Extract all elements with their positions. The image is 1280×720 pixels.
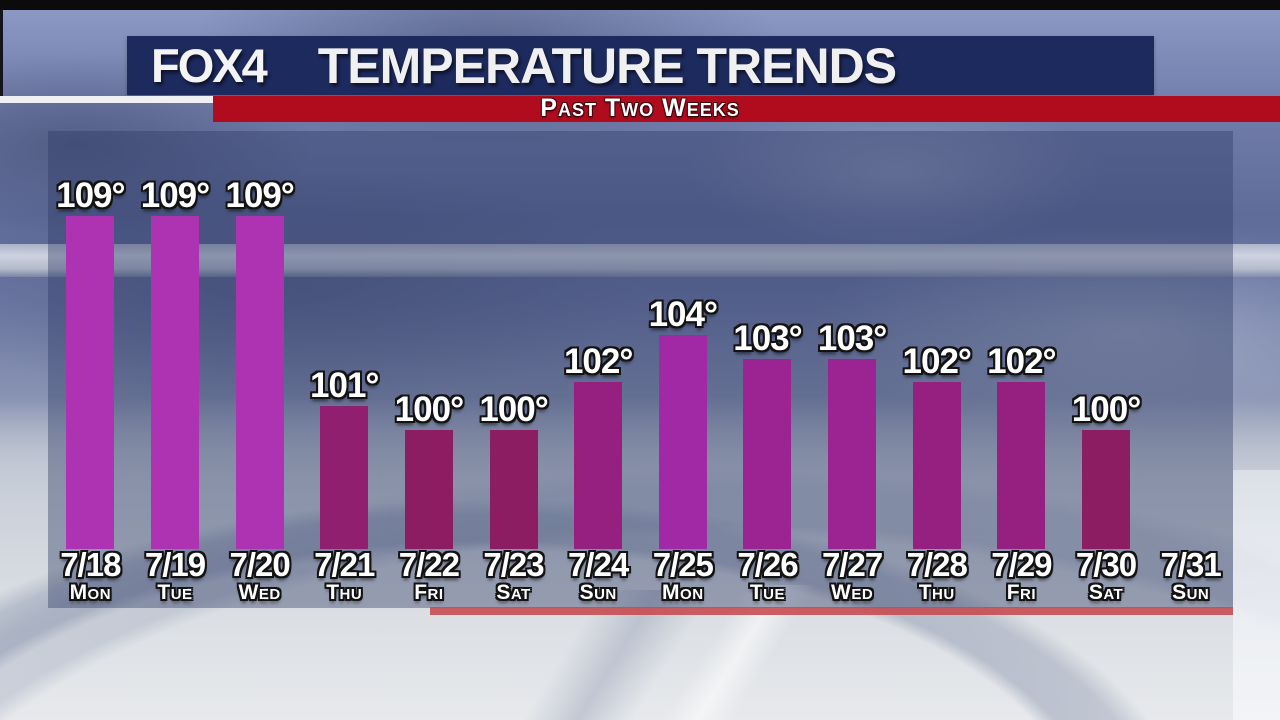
date-label: 7/23 (483, 546, 544, 583)
temperature-bar (743, 359, 792, 549)
letterbox-bar (0, 0, 1280, 10)
background-floor (0, 400, 1280, 720)
bar-value-label: 101° (310, 366, 379, 405)
white-accent-line (0, 96, 213, 103)
day-label: Thu (326, 581, 363, 604)
bar-column: 100° 7/30 Sat (1064, 131, 1149, 608)
temperature-bar (997, 382, 1046, 549)
bar-column: 102° 7/28 Thu (894, 131, 979, 608)
day-label: Mon (69, 581, 112, 604)
date-label: 7/25 (652, 546, 714, 583)
background-highlight (1233, 470, 1280, 720)
background-beam (0, 244, 1280, 277)
bar-column: 109° 7/19 Tue (133, 131, 218, 608)
page-title: TEMPERATURE TRENDS (317, 37, 897, 94)
bar-column: 109° 7/20 Wed (217, 131, 302, 608)
day-label: Sun (579, 581, 617, 604)
date-label: 7/22 (398, 546, 460, 583)
temperature-bar (574, 382, 623, 549)
bar-column: 104° 7/25 Mon (640, 131, 725, 608)
bar-value-label: 102° (902, 342, 972, 381)
day-label: Sun (1172, 581, 1210, 604)
bar-column: 103° 7/27 Wed (810, 131, 895, 608)
day-label: Wed (831, 581, 874, 604)
date-label: 7/26 (737, 546, 798, 583)
bar-value-label: 102° (987, 342, 1056, 381)
temperature-bar (658, 335, 707, 549)
title-bar: FOX4 TEMPERATURE TRENDS (127, 36, 1154, 95)
chart-panel: 109° 7/18 Mon 109° 7/19 Tue 109° 7/20 Wed 101° 7/2… (48, 131, 1233, 615)
day-label: Wed (238, 581, 281, 604)
bar-columns: 109° 7/18 Mon 109° 7/19 Tue 109° 7/20 Wed 101° 7/2… (48, 131, 1233, 608)
bar-value-label: 103° (733, 319, 802, 358)
bar-column: 7/31 Sun (1148, 131, 1233, 608)
bar-column: 101° 7/21 Thu (302, 131, 387, 608)
day-label: Fri (414, 581, 444, 604)
date-label: 7/31 (1160, 546, 1222, 583)
day-label: Mon (662, 581, 704, 604)
temperature-bar (150, 216, 199, 549)
bar-value-label: 100° (394, 390, 464, 429)
bar-column: 109° 7/18 Mon (48, 131, 133, 608)
bar-column: 100° 7/23 Sat (471, 131, 556, 608)
day-label: Fri (1006, 581, 1037, 604)
bar-value-label: 100° (1071, 390, 1141, 429)
bar-column: 102° 7/29 Fri (979, 131, 1064, 608)
date-label: 7/18 (60, 546, 121, 583)
bar-value-label: 109° (56, 176, 125, 215)
bar-value-label: 109° (140, 176, 210, 215)
temperature-bar (489, 430, 538, 549)
day-label: Tue (749, 581, 786, 604)
temperature-bar (404, 430, 453, 549)
day-label: Tue (157, 581, 193, 604)
subtitle-bar (213, 96, 1280, 122)
bar-column: 102° 7/24 Sun (556, 131, 641, 608)
date-label: 7/30 (1075, 546, 1137, 583)
bar-value-label: 109° (225, 176, 294, 215)
station-logo: FOX4 (151, 39, 268, 92)
day-label: Sat (496, 581, 531, 604)
bar-value-label: 102° (563, 342, 633, 381)
left-edge-bar (0, 10, 3, 98)
date-label: 7/20 (229, 546, 290, 583)
temperature-bar (66, 216, 115, 549)
subtitle-text: Past Two Weeks (540, 94, 740, 122)
day-label: Thu (918, 581, 955, 604)
red-underline (430, 607, 1233, 615)
date-label: 7/27 (821, 546, 883, 583)
bar-value-label: 103° (817, 319, 887, 358)
date-label: 7/21 (314, 546, 375, 583)
temperature-bar (828, 359, 877, 549)
date-label: 7/19 (144, 546, 206, 583)
date-label: 7/29 (991, 546, 1052, 583)
temperature-bar (1082, 430, 1130, 549)
date-label: 7/24 (568, 546, 629, 583)
bar-column: 100° 7/22 Fri (387, 131, 472, 608)
date-label: 7/28 (906, 546, 968, 583)
temperature-bar (235, 216, 284, 549)
bar-value-label: 100° (479, 390, 548, 429)
bar-value-label: 104° (648, 295, 718, 334)
bar-column: 103° 7/26 Tue (725, 131, 810, 608)
temperature-bar (320, 406, 369, 549)
day-label: Sat (1088, 581, 1124, 604)
temperature-bar (912, 382, 961, 549)
